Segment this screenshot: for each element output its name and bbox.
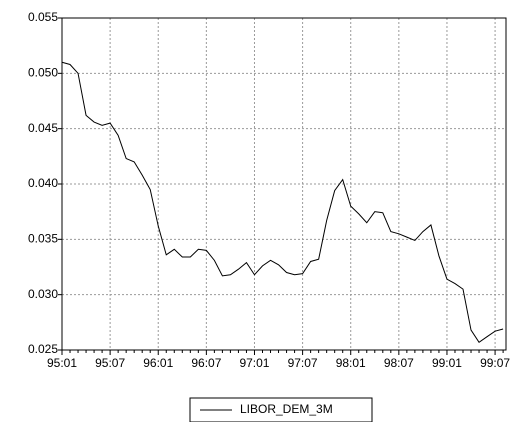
x-tick-label: 96:07: [191, 356, 221, 370]
x-tick-label: 98:07: [384, 356, 414, 370]
y-tick-label: 0.045: [28, 121, 58, 135]
y-tick-label: 0.040: [28, 176, 58, 190]
y-tick-label: 0.030: [28, 287, 58, 301]
y-tick-label: 0.035: [28, 232, 58, 246]
y-tick-label: 0.050: [28, 66, 58, 80]
x-tick-label: 97:07: [288, 356, 318, 370]
x-tick-label: 95:01: [47, 356, 77, 370]
x-tick-label: 97:01: [239, 356, 269, 370]
x-tick-label: 96:01: [143, 356, 173, 370]
x-tick-label: 99:01: [432, 356, 462, 370]
legend-label: LIBOR_DEM_3M: [240, 402, 333, 416]
x-tick-label: 95:07: [95, 356, 125, 370]
y-tick-label: 0.055: [28, 10, 58, 24]
x-tick-label: 98:01: [336, 356, 366, 370]
x-tick-label: 99:07: [480, 356, 510, 370]
line: [61, 61, 504, 343]
y-tick-label: 0.025: [28, 342, 58, 356]
plot-frame: [61, 17, 507, 351]
